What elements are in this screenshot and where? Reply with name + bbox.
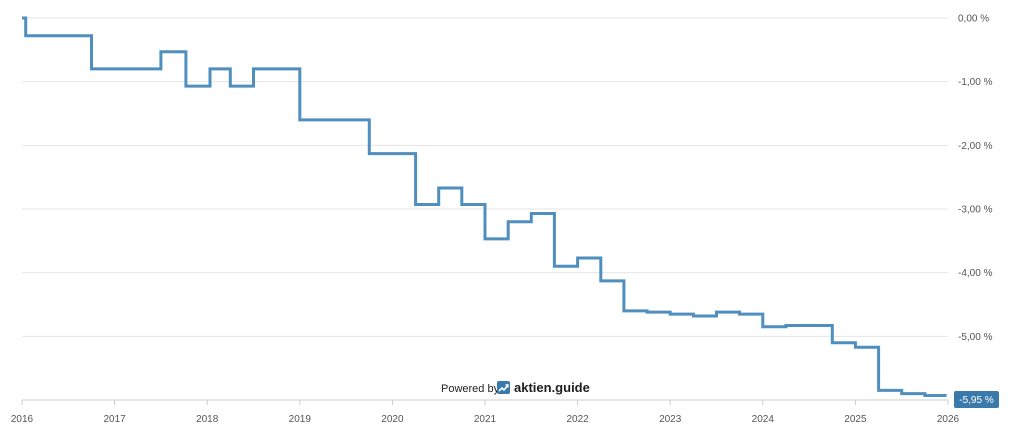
y-axis: 0,00 % -1,00 % -2,00 % -3,00 % -4,00 % -5,00 … (958, 14, 993, 343)
x-tick-label: 2023 (659, 414, 682, 425)
y-tick-label: -5,00 % (958, 332, 993, 343)
last-value-label: -5,95 % (959, 395, 994, 406)
x-tick-label: 2024 (752, 414, 775, 425)
series-line (22, 16, 947, 397)
powered-by-text: Powered by (441, 383, 500, 395)
x-tick-label: 2025 (844, 414, 867, 425)
y-tick-label: -4,00 % (958, 268, 993, 279)
x-tick-label: 2020 (381, 414, 404, 425)
x-tick-label: 2021 (474, 414, 497, 425)
x-tick-label: 2016 (11, 414, 34, 425)
last-value-badge: -5,95 % (954, 391, 999, 408)
x-tick-label: 2022 (566, 414, 589, 425)
x-axis: 2016 2017 2018 2019 2020 2021 2022 2023 2024 2025… (11, 399, 960, 425)
gridlines (22, 17, 948, 337)
series-layer (22, 16, 947, 397)
powered-by-branding[interactable]: Powered by aktien.guide (441, 380, 590, 395)
last-value-badge-bg (954, 391, 999, 408)
x-tick-label: 2019 (289, 414, 312, 425)
brand-name: aktien.guide (514, 380, 590, 395)
y-tick-label: -1,00 % (958, 77, 993, 88)
y-tick-label: 0,00 % (958, 14, 989, 25)
x-tick-label: 2017 (103, 414, 126, 425)
x-tick-label: 2018 (196, 414, 219, 425)
trend-up-icon (497, 381, 510, 394)
y-tick-label: -3,00 % (958, 205, 993, 216)
x-tick-label: 2026 (937, 414, 960, 425)
y-tick-label: -2,00 % (958, 141, 993, 152)
